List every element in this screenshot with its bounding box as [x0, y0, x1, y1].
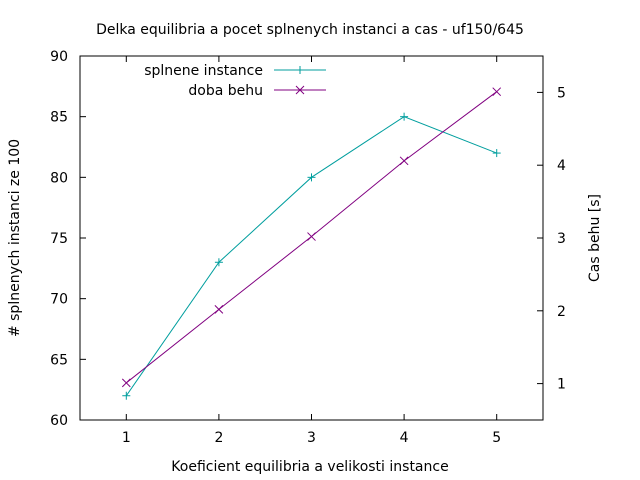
plot-frame	[79, 55, 544, 421]
y2-tick-label: 4	[557, 158, 566, 174]
y2-tick-label: 2	[557, 304, 566, 320]
legend-label: splnene instance	[144, 63, 263, 79]
data-point	[399, 156, 409, 166]
x-ticks: 1 2 3 4 5	[122, 56, 501, 446]
x-tick-label: 3	[307, 430, 316, 446]
data-point	[214, 258, 223, 267]
x-tick-label: 5	[492, 430, 501, 446]
y-tick-label: 85	[50, 110, 68, 126]
data-point	[307, 232, 316, 241]
chart-title: Delka equilibria a pocet splnenych insta…	[96, 22, 524, 38]
y-tick-label: 80	[50, 170, 68, 186]
data-point	[122, 391, 131, 400]
y-tick-label: 60	[50, 413, 68, 429]
legend: splnene instance doba behu	[144, 63, 326, 99]
y-tick-label: 65	[50, 352, 68, 368]
series-line-0	[125, 116, 497, 397]
x-tick-label: 4	[400, 430, 409, 446]
data-point	[492, 149, 501, 158]
x-tick-label: 2	[214, 430, 223, 446]
y2-tick-label: 1	[557, 377, 566, 393]
x-tick-label: 1	[122, 430, 131, 446]
y-tick-label: 90	[50, 49, 68, 65]
y2-axis-label: Cas behu [s]	[587, 194, 603, 282]
data-point	[214, 304, 224, 314]
data-point	[492, 87, 502, 97]
y-ticks: 60 65 70 75 80 85 90	[50, 49, 86, 429]
series-layer	[121, 87, 502, 400]
data-point	[307, 173, 316, 182]
y-axis-label: # splnenych instanci ze 100	[7, 139, 23, 337]
legend-label: doba behu	[188, 83, 263, 99]
data-point	[400, 112, 409, 121]
y-tick-label: 75	[50, 231, 68, 247]
data-point	[121, 378, 131, 388]
y2-ticks: 1 2 3 4 5	[537, 85, 566, 393]
legend-marker	[295, 85, 305, 95]
y2-tick-label: 3	[557, 231, 566, 247]
x-axis-label: Koeficient equilibria a velikosti instan…	[171, 459, 448, 475]
y-tick-label: 70	[50, 292, 68, 308]
y2-tick-label: 5	[557, 85, 566, 101]
series-line-1	[125, 91, 497, 384]
legend-marker	[296, 66, 304, 74]
